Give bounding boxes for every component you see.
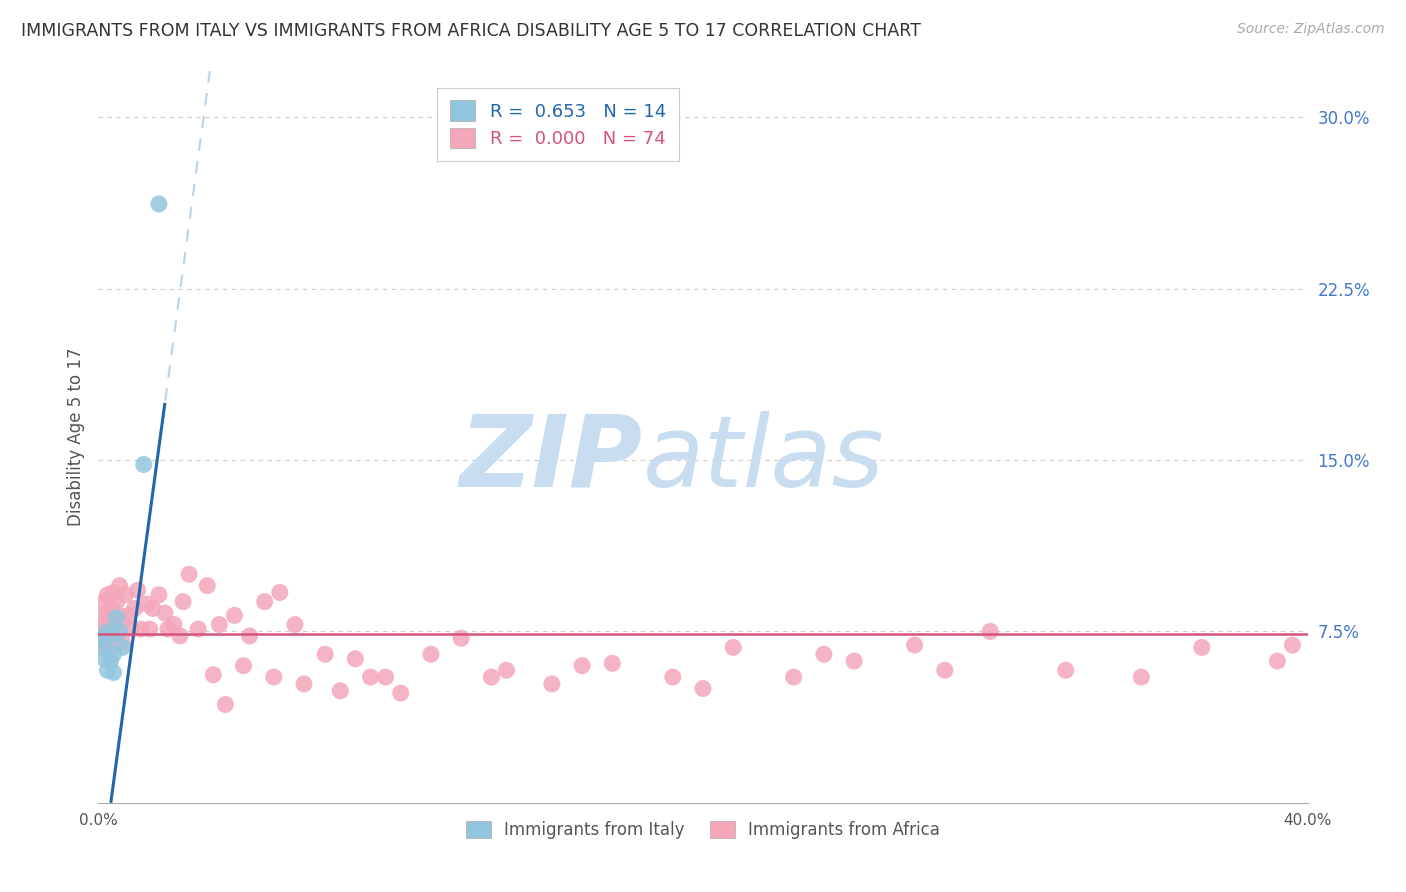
Point (96, 608, 118, 623)
Point (100, 601, 122, 615)
Point (208, 617, 231, 632)
Point (90, 608, 112, 623)
Point (187, 622, 209, 636)
Point (783, 670, 806, 684)
Point (90, 624, 112, 639)
Point (103, 665, 125, 680)
Point (105, 626, 128, 640)
Y-axis label: Disability Age 5 to 17: Disability Age 5 to 17 (66, 348, 84, 526)
Point (108, 608, 131, 623)
Point (127, 583, 149, 598)
Point (661, 670, 683, 684)
Point (179, 567, 201, 582)
Point (108, 624, 131, 639)
Point (723, 640, 745, 655)
Point (96, 624, 118, 639)
Point (292, 677, 315, 691)
Point (314, 647, 336, 661)
Point (1281, 638, 1303, 652)
Point (93, 652, 115, 666)
Point (934, 663, 956, 677)
Legend: Immigrants from Italy, Immigrants from Africa: Immigrants from Italy, Immigrants from A… (460, 814, 946, 846)
Point (156, 622, 179, 636)
Point (813, 647, 835, 661)
Point (284, 617, 307, 632)
Point (96, 663, 118, 677)
Text: atlas: atlas (643, 410, 884, 508)
Point (100, 629, 122, 643)
Point (904, 638, 927, 652)
Point (90, 632, 112, 646)
Point (142, 601, 165, 615)
Point (111, 615, 134, 630)
Point (420, 647, 443, 661)
Point (450, 632, 472, 646)
Point (232, 658, 254, 673)
Point (135, 597, 157, 611)
Point (111, 640, 134, 655)
Point (93, 633, 115, 648)
Point (121, 622, 143, 636)
Point (344, 652, 367, 666)
Point (602, 657, 624, 671)
Point (105, 595, 128, 609)
Point (129, 622, 152, 636)
Point (1054, 663, 1077, 677)
Point (1130, 670, 1153, 684)
Point (979, 624, 1001, 639)
Point (224, 608, 246, 623)
Point (1191, 640, 1213, 655)
Point (103, 647, 125, 661)
Point (571, 658, 593, 673)
Point (118, 608, 141, 623)
Point (263, 670, 285, 684)
Point (1267, 654, 1289, 668)
Point (844, 654, 866, 668)
Point (163, 617, 186, 632)
Point (172, 595, 194, 609)
Point (105, 610, 128, 624)
Point (103, 585, 125, 599)
Point (202, 667, 225, 681)
Point (692, 681, 714, 696)
Point (93, 640, 115, 655)
Text: IMMIGRANTS FROM ITALY VS IMMIGRANTS FROM AFRICA DISABILITY AGE 5 TO 17 CORRELATI: IMMIGRANTS FROM ITALY VS IMMIGRANTS FROM… (21, 22, 921, 40)
Point (96, 588, 118, 602)
Point (139, 622, 162, 636)
Point (100, 654, 122, 668)
Point (540, 677, 562, 691)
Point (124, 601, 146, 615)
Point (148, 197, 170, 211)
Point (93, 617, 115, 632)
Point (329, 683, 352, 698)
Point (239, 629, 262, 643)
Point (169, 629, 191, 643)
Point (148, 588, 170, 602)
Point (103, 617, 125, 632)
Text: Source: ZipAtlas.com: Source: ZipAtlas.com (1237, 22, 1385, 37)
Point (214, 698, 236, 712)
Point (114, 588, 136, 602)
Point (389, 686, 412, 700)
Point (481, 670, 503, 684)
Point (108, 579, 131, 593)
Point (269, 585, 291, 599)
Point (253, 595, 276, 609)
Point (96, 640, 118, 655)
Point (495, 663, 517, 677)
Point (153, 606, 176, 620)
Point (93, 595, 115, 609)
Point (195, 579, 218, 593)
Point (132, 458, 155, 472)
Point (111, 636, 134, 650)
Point (360, 670, 382, 684)
Point (374, 670, 396, 684)
Text: ZIP: ZIP (460, 410, 643, 508)
Point (100, 629, 122, 643)
